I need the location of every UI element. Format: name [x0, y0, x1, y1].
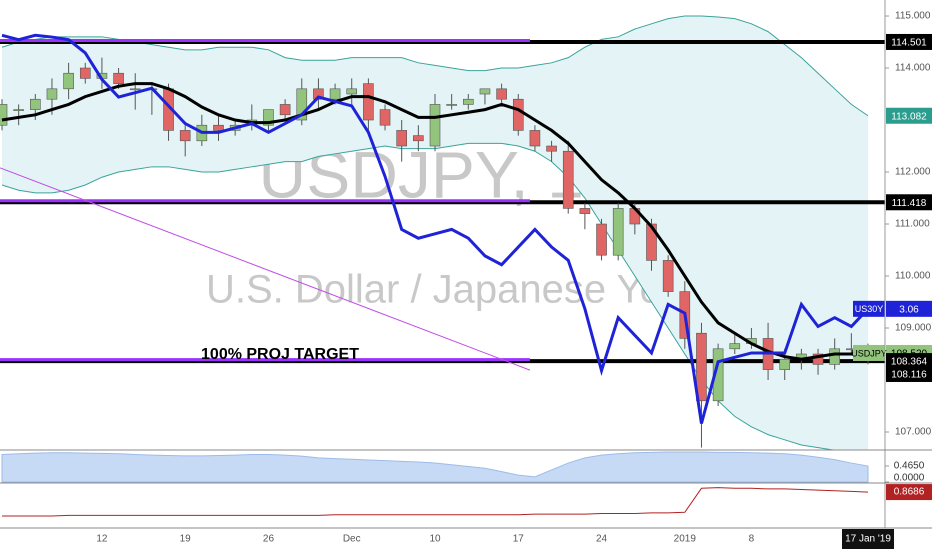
candle-body [596, 223, 607, 256]
crosshair-date-badge [842, 529, 894, 549]
candle-body [562, 150, 574, 209]
candle-body [63, 72, 74, 90]
candle-body [579, 208, 591, 214]
candle-body [46, 88, 58, 100]
candle-body [263, 109, 274, 126]
y-tick-label: 112.000 [895, 167, 931, 178]
series-name-badge [853, 300, 885, 317]
candle-body [413, 135, 424, 142]
candle-body [812, 353, 824, 365]
candle-body [363, 83, 374, 121]
indicator-area [1, 451, 869, 483]
candle-body [30, 98, 41, 110]
trend-line [0, 167, 531, 371]
price-badge [886, 194, 932, 211]
x-tick-label: 12 [96, 534, 108, 545]
candle-body [446, 104, 457, 106]
overlay-line [1, 33, 870, 424]
y-tick-label: 115.000 [895, 11, 931, 22]
x-tick-label: 17 [513, 534, 525, 545]
price-badge [886, 353, 932, 370]
candle-body [329, 88, 341, 100]
candle-body [213, 124, 224, 131]
y-tick-label: 107.000 [895, 427, 932, 438]
candle-body [346, 88, 358, 95]
indicator-tick-label: 0.0000 [894, 473, 925, 484]
price-badge-label: 113.082 [891, 111, 927, 122]
series-name: US30Y [855, 304, 884, 314]
candle-body [512, 98, 524, 131]
x-tick-label: 26 [263, 534, 275, 545]
candle-body [463, 98, 474, 105]
y-tick-label: 109.000 [895, 323, 932, 334]
candle-body [479, 88, 491, 95]
candle-body [546, 145, 557, 152]
candle-body [0, 104, 8, 126]
candle-body [396, 130, 407, 147]
price-badge-label: 111.418 [892, 198, 927, 209]
price-badge-label: 114.501 [891, 38, 927, 49]
candle-body [612, 208, 624, 256]
moving-average [1, 82, 869, 361]
candle-body [729, 343, 741, 350]
indicator-tick-label: 0.4650 [894, 461, 925, 472]
x-tick-label: 2019 [674, 534, 697, 545]
annotation: 100% PROJ TARGET [201, 346, 359, 363]
candle-body [646, 223, 657, 261]
candle-body [496, 88, 507, 100]
candle-body [529, 130, 541, 147]
x-tick-label: 10 [429, 534, 441, 545]
series-name: USDJPY [851, 348, 887, 358]
candle-body [129, 88, 141, 91]
price-badge [886, 107, 932, 124]
candle-body [379, 109, 391, 126]
candle-body [296, 88, 308, 121]
indicator-line [2, 487, 869, 517]
price-badge-label: 3.06 [899, 304, 919, 315]
candle-body [429, 104, 441, 147]
price-badge [886, 33, 932, 50]
candle-body [829, 348, 840, 365]
candle-body [79, 67, 91, 79]
candle-body [779, 358, 791, 370]
x-tick-label: 8 [749, 534, 755, 545]
price-badge-label: 108.364 [891, 357, 928, 368]
candle-body [113, 72, 124, 84]
candle-body [662, 260, 674, 292]
x-tick-label: 17 Jan '19 [845, 534, 891, 545]
x-tick-label: 24 [596, 534, 608, 545]
x-tick-label: 19 [180, 534, 192, 545]
candle-body [179, 130, 191, 142]
y-tick-label: 110.000 [895, 271, 931, 282]
candle-body [696, 332, 707, 402]
price-badge [886, 365, 932, 382]
price-badge-label: 108.116 [891, 370, 927, 381]
y-tick-label: 114.000 [895, 63, 931, 74]
price-badge [886, 300, 932, 317]
x-tick-label: Dec [343, 534, 361, 545]
series-name-badge [853, 344, 885, 361]
y-tick-label: 111.000 [895, 219, 930, 230]
candle-body [279, 104, 291, 116]
candle-body [13, 109, 24, 111]
main-pane: USDJPY, 1DU.S. Dollar / Japanese Yen [0, 15, 885, 450]
indicator-tick-label: 0.8686 [894, 487, 925, 498]
watermark-description: U.S. Dollar / Japanese Yen [206, 268, 684, 312]
indicator-badge [886, 484, 932, 501]
